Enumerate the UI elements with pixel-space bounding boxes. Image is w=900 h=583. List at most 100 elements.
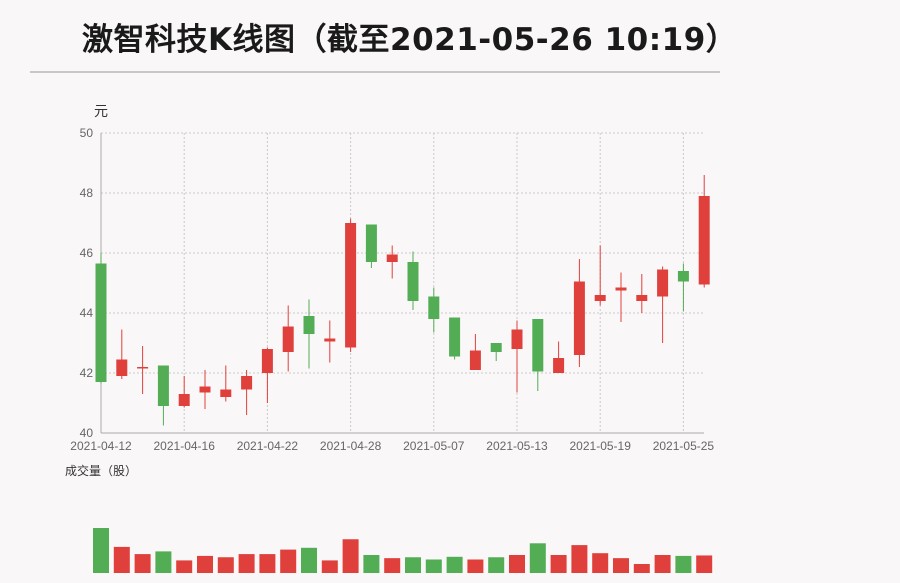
x-tick-label: 2021-04-22 <box>237 439 299 453</box>
volume-bar <box>280 549 297 573</box>
volume-bar <box>613 558 629 573</box>
axes <box>100 133 704 434</box>
volume-bar <box>93 528 109 573</box>
candle <box>657 266 669 343</box>
volume-bar <box>467 559 484 573</box>
candle-body <box>95 263 107 382</box>
volume-bar <box>321 560 338 573</box>
candle-body <box>573 281 585 355</box>
candles <box>95 175 710 426</box>
candle <box>220 365 232 402</box>
candle-body <box>261 349 273 373</box>
candle <box>594 245 606 306</box>
candle <box>677 263 689 312</box>
candle-body <box>677 271 689 282</box>
y-tick-label: 40 <box>80 426 94 440</box>
x-tick-label: 2021-05-07 <box>403 439 465 453</box>
candle <box>511 320 523 393</box>
y-tick-label: 44 <box>80 306 94 320</box>
volume-bar <box>550 555 567 573</box>
candle-body <box>511 329 523 349</box>
candle <box>407 251 419 310</box>
volume-bar <box>592 553 609 573</box>
candle <box>615 272 627 322</box>
y-axis-unit-label: 元 <box>94 104 108 120</box>
x-tick-label: 2021-04-12 <box>70 439 132 453</box>
candle-body <box>594 295 606 301</box>
volume-bar <box>197 555 213 573</box>
x-tick-labels: 2021-04-12 2021-04-16 2021-04-22 2021-04-28… <box>70 439 714 453</box>
candle-body <box>532 319 544 372</box>
x-tick-label: 2021-05-25 <box>653 439 715 453</box>
candle-body <box>469 350 481 370</box>
candle <box>365 224 377 268</box>
candle <box>428 287 440 333</box>
y-tick-label: 48 <box>80 186 94 200</box>
volume-bar <box>176 560 193 573</box>
volume-bar <box>509 555 525 573</box>
candle-body <box>116 359 128 376</box>
candle <box>532 319 544 391</box>
candle <box>199 370 211 409</box>
candle <box>449 317 461 360</box>
candle-body <box>241 376 253 390</box>
volume-bar <box>405 557 421 573</box>
volume-bar <box>259 554 276 573</box>
candle-body <box>657 269 669 297</box>
candle <box>573 259 585 367</box>
candle-body <box>324 338 336 342</box>
candle <box>157 365 169 426</box>
candle-body <box>449 317 461 357</box>
volume-bar <box>488 557 505 573</box>
candle-body <box>220 389 232 397</box>
volume-bar <box>384 558 401 573</box>
candle-body <box>386 254 398 262</box>
chart-title: 激智科技K线图（截至2021-05-26 10:19） <box>82 22 738 58</box>
volume-bar <box>446 556 463 573</box>
volume-bar <box>696 555 713 573</box>
x-tick-label: 2021-05-13 <box>486 439 548 453</box>
candle <box>178 376 190 408</box>
volume-bar <box>529 543 546 573</box>
x-tick-label: 2021-04-16 <box>154 439 216 453</box>
candle-body <box>428 296 440 319</box>
candle <box>95 253 107 384</box>
candle <box>324 320 336 363</box>
candle-body <box>157 365 169 406</box>
candle-body <box>345 223 357 348</box>
candle <box>490 343 502 361</box>
candle-body <box>698 196 710 285</box>
candle-body <box>615 287 627 291</box>
x-tick-label: 2021-04-28 <box>320 439 382 453</box>
candle <box>282 305 294 372</box>
volume-bar <box>217 557 234 573</box>
title-divider <box>30 71 720 73</box>
candle-body <box>553 358 565 373</box>
volume-bar <box>113 546 130 573</box>
volume-bar <box>155 551 172 573</box>
volume-bar <box>425 559 442 573</box>
candle <box>241 370 253 415</box>
y-tick-label: 42 <box>80 366 94 380</box>
volume-label: 成交量（股） <box>65 463 137 478</box>
candle <box>698 175 710 288</box>
volume-bar <box>363 555 380 573</box>
volume-bar <box>238 554 255 573</box>
candle-body <box>365 224 377 262</box>
candle-body <box>178 394 190 406</box>
volume-bar <box>654 555 671 573</box>
candle <box>116 329 128 379</box>
volume-bar <box>342 539 359 573</box>
candle <box>345 218 357 352</box>
candle-body <box>490 343 502 352</box>
candle <box>261 347 273 403</box>
grid-lines <box>101 132 704 433</box>
x-tick-label: 2021-05-19 <box>570 439 632 453</box>
volume-bar <box>675 555 692 573</box>
candle-body <box>636 295 648 301</box>
volume-bar <box>633 564 650 573</box>
candle-body <box>137 367 149 369</box>
candle <box>469 334 481 370</box>
candle <box>303 299 315 369</box>
